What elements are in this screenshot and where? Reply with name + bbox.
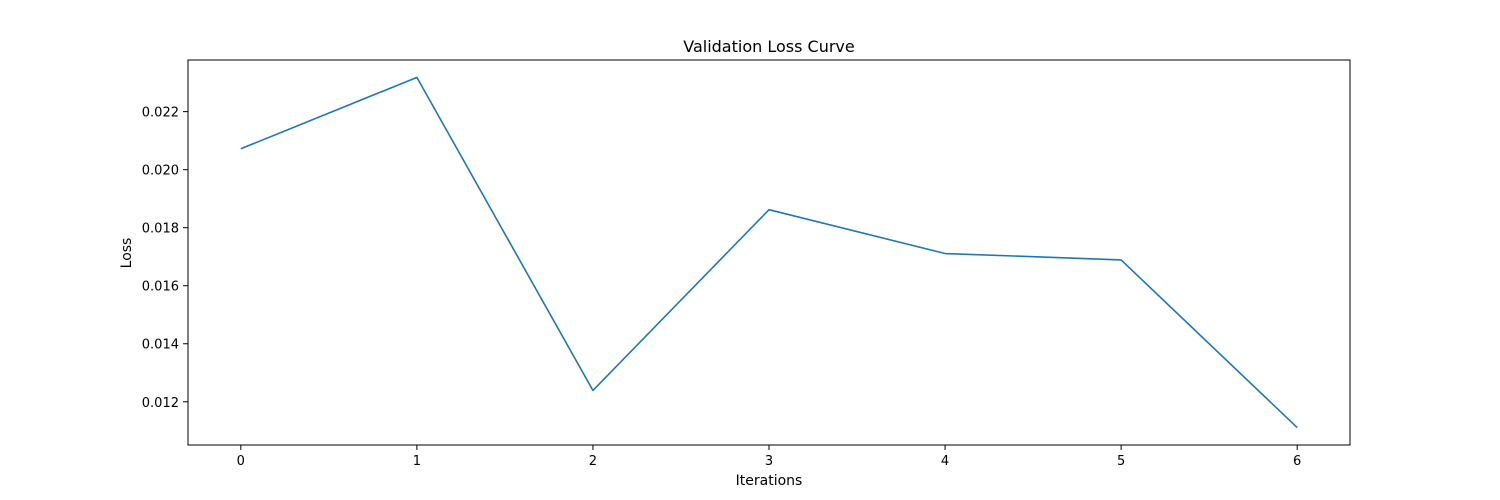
x-axis-label: Iterations xyxy=(736,473,803,489)
series-layer xyxy=(240,76,1298,429)
x-tick-label: 4 xyxy=(941,454,949,469)
x-tick-label: 3 xyxy=(765,454,773,469)
x-tick-label: 2 xyxy=(589,454,597,469)
y-axis: 0.012 0.014 0.016 0.018 0.020 0.022 xyxy=(142,106,188,411)
x-tick-label: 5 xyxy=(1117,454,1125,469)
y-tick-label: 0.018 xyxy=(142,222,179,237)
x-tick-label: 0 xyxy=(237,454,245,469)
x-axis: 0 1 2 3 4 5 6 xyxy=(237,445,1301,469)
y-tick-label: 0.016 xyxy=(142,280,179,295)
x-tick-label: 6 xyxy=(1293,454,1301,469)
y-tick-label: 0.014 xyxy=(142,338,179,353)
y-tick-label: 0.012 xyxy=(142,396,179,411)
x-tick-label: 1 xyxy=(413,454,421,469)
y-tick-label: 0.020 xyxy=(142,164,179,179)
series-line xyxy=(240,76,1298,429)
y-tick-label: 0.022 xyxy=(142,106,179,121)
plot-area xyxy=(187,59,1351,446)
axes-frame xyxy=(187,59,1351,446)
y-axis-label: Loss xyxy=(119,238,135,269)
chart-title: Validation Loss Curve xyxy=(683,37,854,56)
